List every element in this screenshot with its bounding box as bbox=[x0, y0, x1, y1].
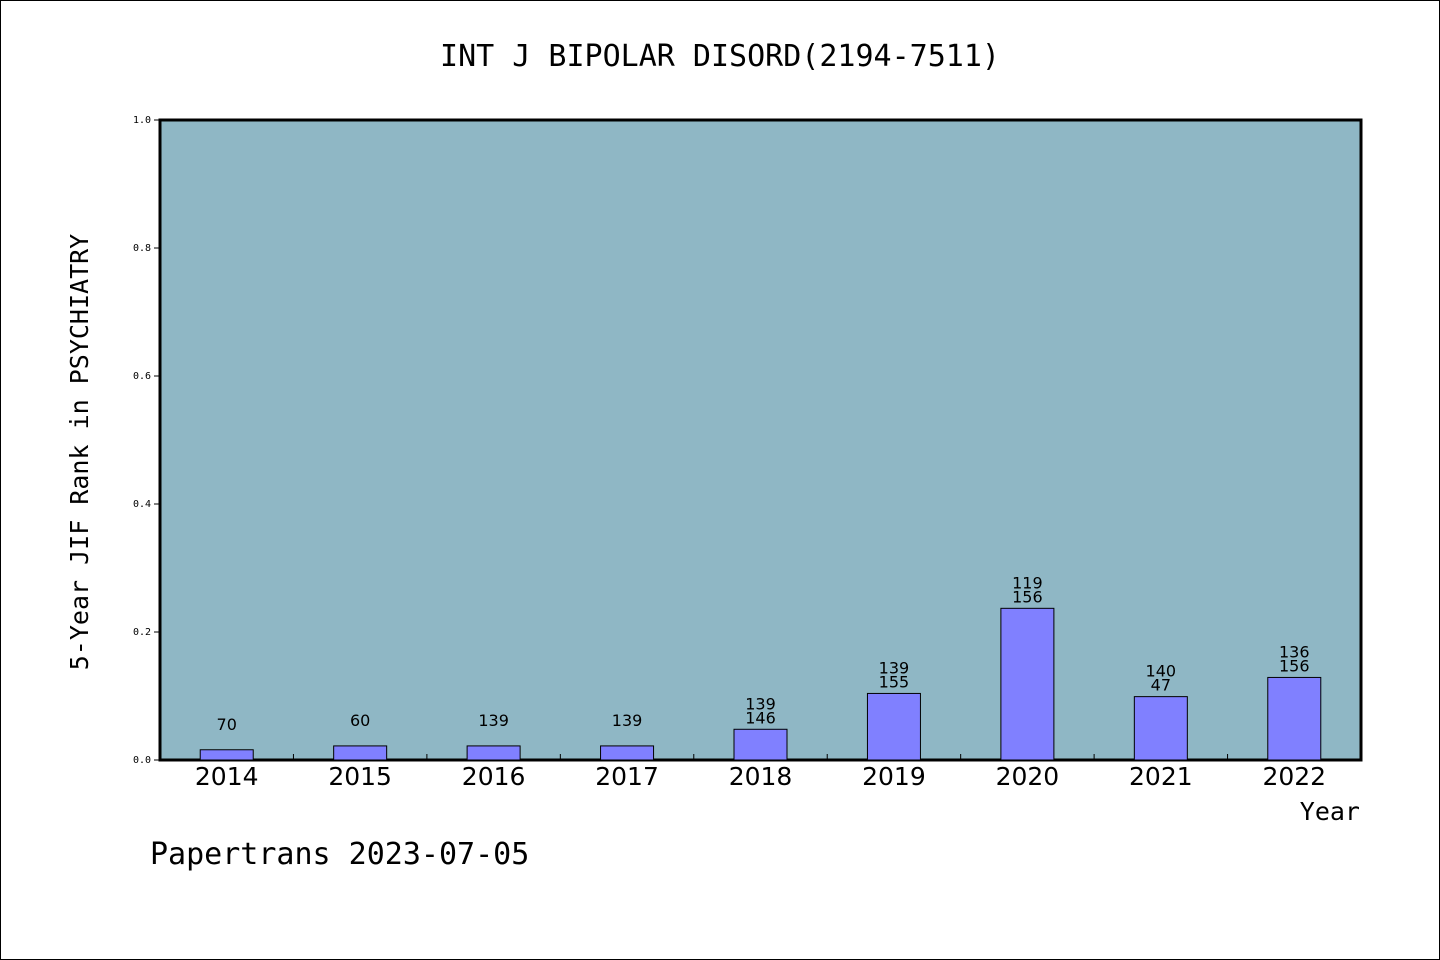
bar-2022 bbox=[1267, 676, 1322, 761]
y-tick-label: 0.0 bbox=[133, 755, 151, 766]
bar-data-label: 139 bbox=[879, 658, 910, 677]
bar-data-label: 156 bbox=[1012, 587, 1043, 606]
x-tick-label: 2016 bbox=[462, 762, 526, 791]
x-tick-label: 2015 bbox=[328, 762, 392, 791]
y-tick-label: 1.0 bbox=[133, 115, 151, 126]
bar-data-label: 139 bbox=[745, 694, 776, 713]
bar-2014 bbox=[199, 749, 254, 761]
bar-2017 bbox=[600, 745, 655, 761]
bar-data-label: 156 bbox=[1279, 656, 1310, 675]
bar-2019 bbox=[866, 692, 921, 761]
bar-data-label: 70 bbox=[217, 715, 237, 734]
bar-data-label: 119 bbox=[1012, 573, 1043, 592]
bar-2016 bbox=[466, 745, 521, 761]
y-tick-label: 0.2 bbox=[133, 627, 151, 638]
y-axis-title: 5-Year JIF Rank in PSYCHIATRY bbox=[65, 234, 94, 671]
x-tick-label: 2022 bbox=[1262, 762, 1326, 791]
bar-data-label: 140 bbox=[1146, 662, 1177, 681]
y-tick-label: 0.4 bbox=[133, 499, 151, 510]
y-axis: 0.0 0.2 0.4 0.6 0.8 1.0 bbox=[133, 115, 160, 766]
bar-data-label: 139 bbox=[612, 711, 643, 730]
bar-2015 bbox=[333, 745, 388, 761]
x-tick-label: 2014 bbox=[195, 762, 259, 791]
x-tick-label: 2020 bbox=[996, 762, 1060, 791]
x-tick-label: 2021 bbox=[1129, 762, 1193, 791]
bar-2018 bbox=[733, 728, 788, 761]
bar-data-label: 60 bbox=[350, 711, 370, 730]
footer-credit: Papertrans 2023-07-05 bbox=[150, 837, 529, 872]
y-tick-label: 0.6 bbox=[133, 371, 151, 382]
bar-data-label: 139 bbox=[478, 711, 509, 730]
plot-area bbox=[158, 118, 1363, 762]
bar-data-label: 47 bbox=[1151, 676, 1171, 695]
bar-data-label: 136 bbox=[1279, 642, 1310, 661]
x-tick-label: 2018 bbox=[729, 762, 793, 791]
bar-data-label: 155 bbox=[879, 672, 910, 691]
chart-title: INT J BIPOLAR DISORD(2194-7511) bbox=[440, 39, 1000, 74]
bar-2020 bbox=[1000, 607, 1055, 761]
bar-data-label: 146 bbox=[745, 708, 776, 727]
x-tick-label: 2017 bbox=[595, 762, 659, 791]
x-tick-label: 2019 bbox=[862, 762, 926, 791]
y-tick-label: 0.8 bbox=[133, 243, 151, 254]
bar-2021 bbox=[1133, 696, 1188, 761]
x-axis-title: Year bbox=[1300, 797, 1360, 826]
x-axis: 2014 2015 2016 2017 2018 2019 2020 2021 2022 bbox=[195, 754, 1326, 791]
